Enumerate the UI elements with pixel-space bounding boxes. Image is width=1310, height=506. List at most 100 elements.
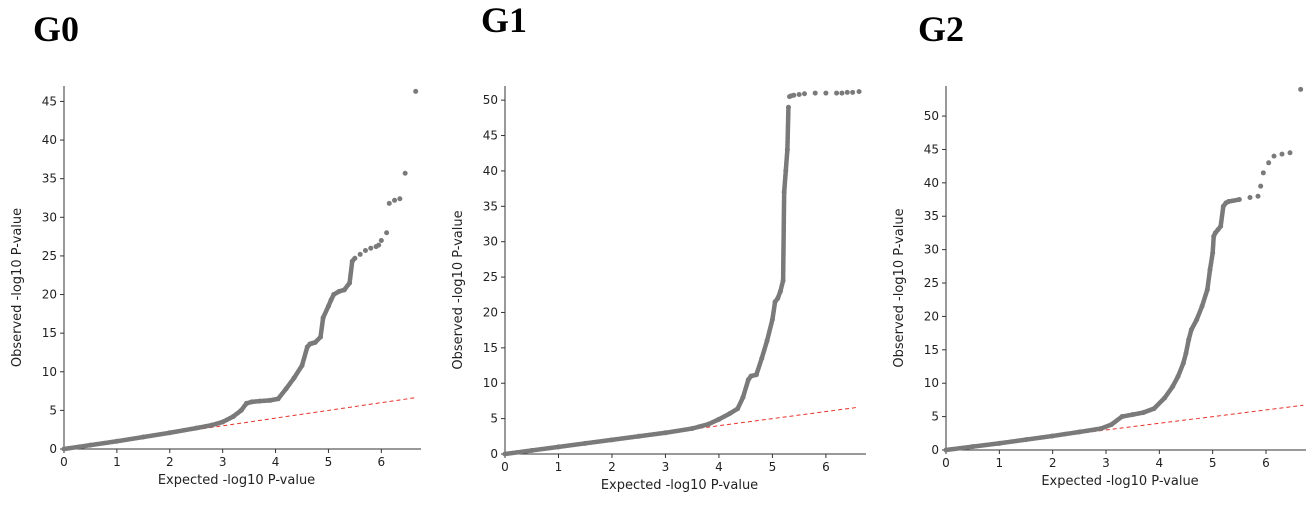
data-point xyxy=(943,447,949,453)
data-point xyxy=(689,426,695,432)
y-tick-label: 40 xyxy=(42,133,57,147)
data-point xyxy=(341,287,347,293)
y-tick-label: 50 xyxy=(483,93,498,107)
data-point xyxy=(781,189,787,195)
data-point xyxy=(347,280,353,286)
data-point xyxy=(780,278,786,284)
data-point xyxy=(1151,406,1157,412)
x-tick-label: 5 xyxy=(1209,456,1217,470)
data-point xyxy=(1204,287,1210,293)
data-point xyxy=(249,399,255,405)
data-point xyxy=(1183,350,1189,356)
data-point xyxy=(312,339,318,345)
data-point xyxy=(1218,223,1224,229)
data-point xyxy=(238,407,244,413)
data-point xyxy=(1236,197,1242,203)
x-tick-label: 2 xyxy=(1049,456,1057,470)
data-point xyxy=(1215,227,1221,233)
data-point xyxy=(636,433,642,439)
data-point xyxy=(609,437,615,443)
data-point xyxy=(275,396,281,402)
data-point xyxy=(1247,195,1253,201)
x-tick-label: 6 xyxy=(1262,456,1270,470)
data-point xyxy=(209,422,215,428)
data-point xyxy=(1194,317,1200,323)
data-point xyxy=(384,230,390,236)
data-point xyxy=(378,237,384,243)
data-point xyxy=(140,434,146,440)
data-point xyxy=(705,421,711,427)
data-point xyxy=(1258,183,1264,189)
data-point xyxy=(582,440,588,446)
data-point xyxy=(784,147,790,153)
y-tick-label: 10 xyxy=(483,376,498,390)
data-point xyxy=(785,104,791,110)
y-tick-label: 0 xyxy=(49,442,57,456)
x-tick-label: 4 xyxy=(715,460,723,474)
y-tick-label: 40 xyxy=(483,164,498,178)
data-point xyxy=(529,447,535,453)
y-tick-label: 45 xyxy=(483,129,498,143)
data-point xyxy=(753,372,759,378)
data-point xyxy=(1266,160,1272,166)
data-point xyxy=(397,196,403,202)
data-point xyxy=(392,197,398,203)
data-point xyxy=(772,299,778,305)
y-tick-label: 50 xyxy=(924,109,939,123)
data-point xyxy=(850,89,856,95)
data-point xyxy=(796,91,802,97)
y-tick-label: 35 xyxy=(924,209,939,223)
y-tick-label: 30 xyxy=(483,235,498,249)
data-point xyxy=(759,355,765,361)
y-tick-label: 15 xyxy=(42,326,57,340)
data-point xyxy=(777,288,783,294)
data-point xyxy=(1226,199,1232,205)
data-point xyxy=(996,440,1002,446)
data-point xyxy=(502,451,508,457)
y-tick-label: 10 xyxy=(924,376,939,390)
data-point xyxy=(413,88,419,94)
y-axis-label: Observed -log10 P-value xyxy=(10,208,25,367)
data-point xyxy=(283,386,289,392)
y-tick-label: 5 xyxy=(49,403,57,417)
x-axis-label: Expected -log10 P-value xyxy=(601,478,758,493)
data-point xyxy=(1186,337,1192,343)
data-point xyxy=(1076,429,1082,435)
data-point xyxy=(220,419,226,425)
y-axis-label: Observed -log10 P-value xyxy=(451,210,466,369)
data-point xyxy=(662,430,668,436)
data-point xyxy=(193,425,199,431)
data-point xyxy=(267,397,273,403)
x-axis-label: Expected -log10 P-value xyxy=(158,473,315,488)
data-point xyxy=(764,338,770,344)
data-point xyxy=(167,430,173,436)
data-point xyxy=(299,363,305,369)
data-point xyxy=(1207,267,1213,273)
data-point xyxy=(257,398,263,404)
data-point xyxy=(362,248,368,254)
x-tick-label: 5 xyxy=(769,460,777,474)
y-tick-label: 30 xyxy=(42,210,57,224)
chart-title-g2: G2 xyxy=(918,9,965,49)
data-point xyxy=(61,446,67,452)
y-tick-label: 5 xyxy=(931,410,939,424)
x-tick-label: 4 xyxy=(272,455,280,469)
data-point xyxy=(320,315,326,321)
x-tick-label: 1 xyxy=(113,455,121,469)
data-point xyxy=(1050,433,1056,439)
y-tick-label: 5 xyxy=(490,412,498,426)
data-point xyxy=(368,245,374,251)
chart-title-g1: G1 xyxy=(481,0,528,40)
data-point xyxy=(834,90,840,96)
data-point xyxy=(1108,422,1114,428)
data-point xyxy=(352,255,358,261)
y-tick-label: 45 xyxy=(42,94,57,108)
x-tick-label: 3 xyxy=(662,460,670,474)
data-point xyxy=(735,406,741,412)
data-point xyxy=(839,90,845,96)
x-tick-label: 6 xyxy=(378,455,386,469)
x-tick-label: 0 xyxy=(942,456,950,470)
